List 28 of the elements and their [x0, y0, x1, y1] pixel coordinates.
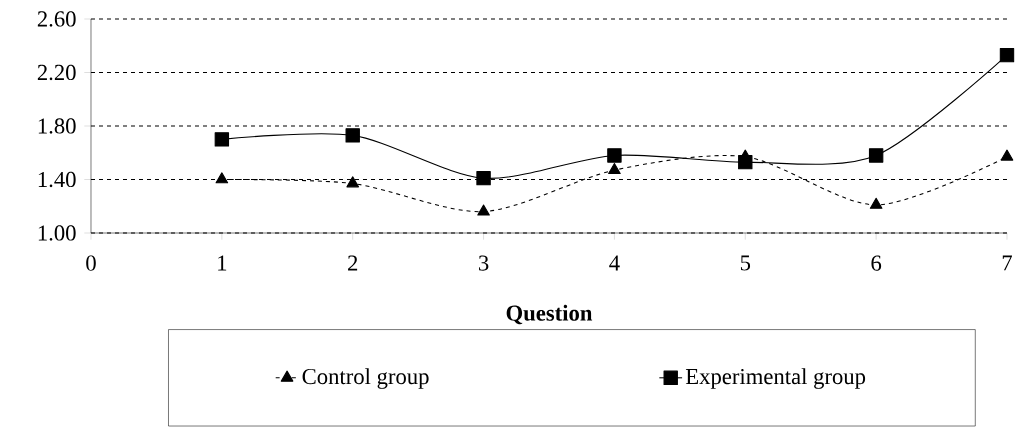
point — [869, 197, 883, 209]
x-tick-label: 0 — [86, 255, 96, 271]
y-tick-label: 2.60 — [37, 11, 76, 27]
point — [476, 170, 491, 186]
x-axis-title: Question — [506, 304, 593, 325]
legend-label: Control group — [302, 368, 429, 389]
point — [345, 128, 360, 143]
point — [214, 132, 230, 147]
x-tick-label: 7 — [1002, 255, 1013, 271]
y-tick-label: 1.80 — [38, 118, 76, 134]
y-tick-label: 1.40 — [38, 171, 76, 188]
point — [607, 148, 622, 163]
point — [1000, 149, 1014, 161]
point — [608, 162, 621, 175]
point — [477, 204, 490, 216]
x-tick-label: 6 — [871, 255, 882, 271]
x-tick-label: 4 — [609, 255, 620, 271]
point — [999, 47, 1015, 63]
x-tick-label: 5 — [740, 255, 751, 271]
y-tick-label: 1.00 — [38, 225, 76, 241]
point — [346, 176, 360, 188]
point — [868, 148, 884, 163]
legend-label: Experimental group — [685, 368, 866, 389]
x-tick-label: 1 — [218, 255, 227, 271]
x-tick-label: 3 — [478, 255, 489, 271]
y-tick-label: 2.20 — [37, 64, 76, 81]
point — [215, 172, 229, 184]
x-tick-label: 2 — [348, 255, 358, 271]
